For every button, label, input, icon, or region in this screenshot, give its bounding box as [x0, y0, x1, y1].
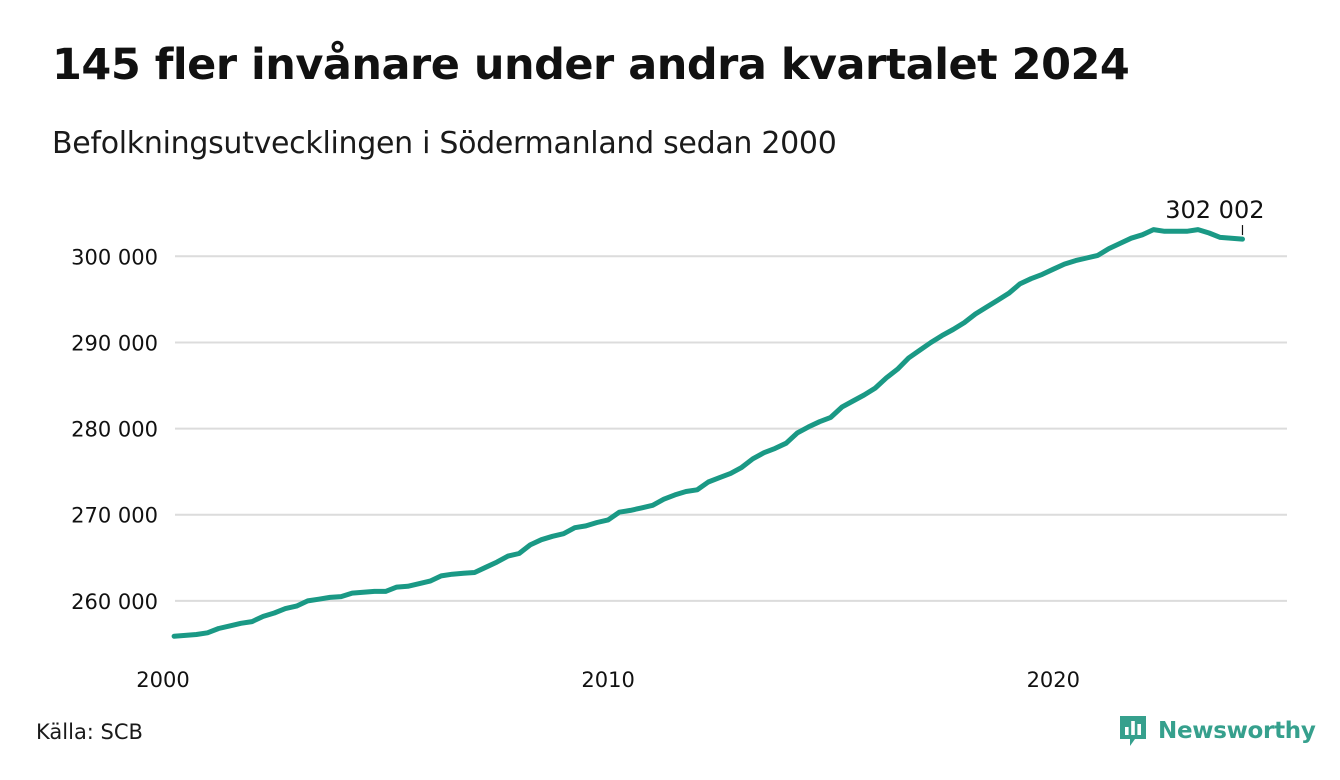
annotations: 302 002 [1165, 196, 1264, 236]
x-tick-label: 2000 [136, 668, 189, 692]
series-layer [171, 227, 1245, 639]
y-tick-label: 270 000 [71, 504, 158, 528]
brand-name: Newsworthy [1158, 718, 1316, 744]
series-line [171, 227, 1245, 639]
chart-title: 145 fler invånare under andra kvartalet … [52, 40, 1130, 90]
y-axis-ticks: 260 000 270 000 280 000 290 000 300 000 [71, 245, 158, 614]
y-tick-label: 260 000 [71, 590, 158, 614]
source-note: Källa: SCB [36, 720, 143, 744]
end-value-label: 302 002 [1165, 196, 1264, 224]
x-tick-label: 2010 [581, 668, 634, 692]
x-tick-label: 2020 [1027, 668, 1080, 692]
newsworthy-logo-icon [1120, 716, 1146, 746]
brand-logo[interactable]: Newsworthy [1118, 714, 1316, 748]
gridlines [175, 255, 1287, 602]
y-tick-label: 290 000 [71, 331, 158, 355]
chart-subtitle: Befolkningsutvecklingen i Södermanland s… [52, 126, 837, 161]
y-tick-label: 280 000 [71, 418, 158, 442]
y-tick-label: 300 000 [71, 245, 158, 269]
x-axis-ticks: 2000 2010 2020 [136, 668, 1080, 692]
